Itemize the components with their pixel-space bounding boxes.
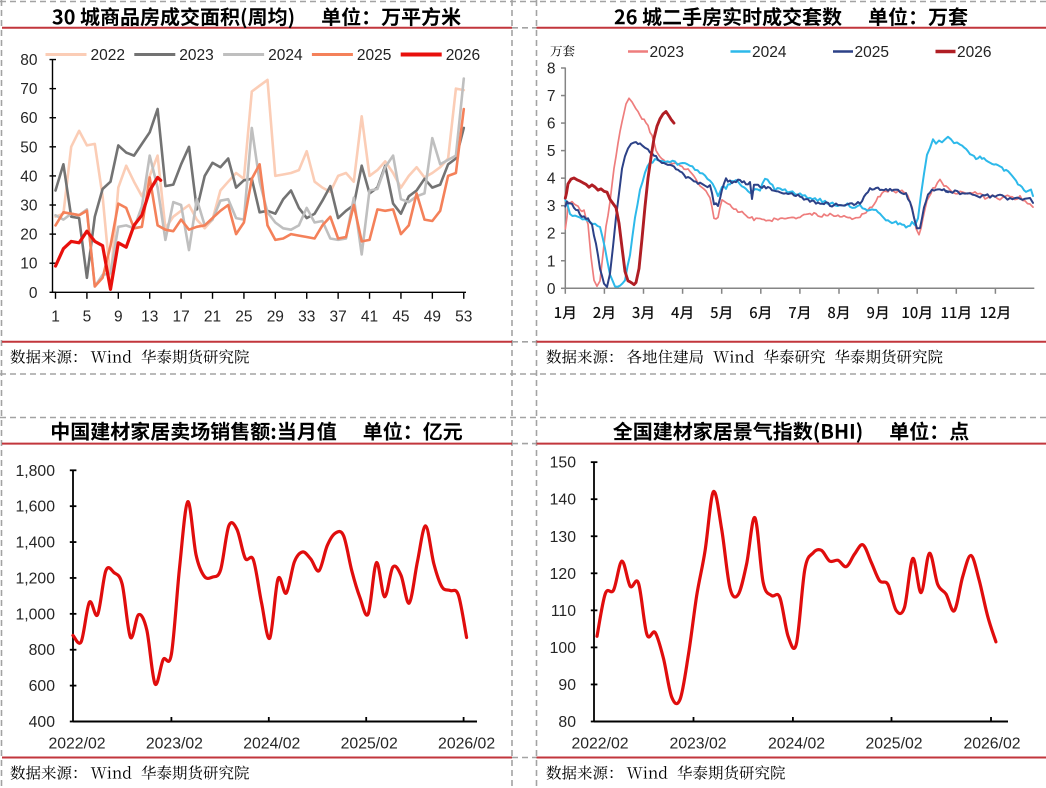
svg-text:4: 4 xyxy=(547,171,556,188)
svg-text:1: 1 xyxy=(51,309,60,326)
svg-text:2023/02: 2023/02 xyxy=(669,736,726,753)
svg-text:21: 21 xyxy=(204,309,221,326)
svg-text:2025: 2025 xyxy=(357,47,391,64)
svg-text:7: 7 xyxy=(547,88,556,105)
svg-text:50: 50 xyxy=(20,139,38,156)
svg-text:400: 400 xyxy=(29,714,56,731)
svg-text:70: 70 xyxy=(20,81,38,98)
svg-text:2: 2 xyxy=(547,226,556,243)
svg-text:2026: 2026 xyxy=(446,47,480,64)
svg-text:53: 53 xyxy=(455,309,472,326)
svg-text:29: 29 xyxy=(267,309,284,326)
svg-text:2024: 2024 xyxy=(268,47,303,64)
svg-text:600: 600 xyxy=(29,678,56,695)
svg-text:2026/02: 2026/02 xyxy=(963,736,1020,753)
svg-text:130: 130 xyxy=(550,529,577,546)
svg-text:5: 5 xyxy=(83,309,92,326)
svg-text:3: 3 xyxy=(547,198,556,215)
svg-text:150: 150 xyxy=(550,455,577,472)
svg-text:25: 25 xyxy=(235,309,252,326)
svg-text:49: 49 xyxy=(424,309,441,326)
svg-text:6: 6 xyxy=(547,116,556,133)
svg-text:800: 800 xyxy=(29,642,56,659)
svg-text:1,600: 1,600 xyxy=(15,499,55,516)
svg-text:100: 100 xyxy=(550,640,577,657)
svg-text:2025/02: 2025/02 xyxy=(341,736,398,753)
svg-text:120: 120 xyxy=(550,566,577,583)
svg-text:5: 5 xyxy=(547,143,556,160)
svg-text:0: 0 xyxy=(29,285,38,302)
svg-text:80: 80 xyxy=(558,714,576,731)
svg-text:2022/02: 2022/02 xyxy=(48,736,105,753)
svg-text:10: 10 xyxy=(20,256,38,273)
svg-text:1,400: 1,400 xyxy=(15,535,55,552)
svg-text:0: 0 xyxy=(547,281,556,298)
svg-text:8: 8 xyxy=(547,61,556,78)
svg-text:45: 45 xyxy=(392,309,409,326)
svg-text:2025/02: 2025/02 xyxy=(865,736,922,753)
svg-text:140: 140 xyxy=(550,492,577,509)
svg-text:90: 90 xyxy=(558,677,576,694)
svg-text:1,800: 1,800 xyxy=(15,463,55,480)
svg-text:2025: 2025 xyxy=(855,44,889,61)
svg-text:1,000: 1,000 xyxy=(15,606,55,623)
svg-text:37: 37 xyxy=(330,309,347,326)
svg-text:2023/02: 2023/02 xyxy=(146,736,203,753)
svg-text:2024: 2024 xyxy=(752,44,787,61)
svg-text:2024/02: 2024/02 xyxy=(243,736,300,753)
svg-text:41: 41 xyxy=(361,309,378,326)
svg-text:17: 17 xyxy=(172,309,189,326)
svg-text:2024/02: 2024/02 xyxy=(768,736,825,753)
svg-text:1,200: 1,200 xyxy=(15,570,55,587)
svg-text:2026: 2026 xyxy=(957,44,991,61)
svg-text:110: 110 xyxy=(551,603,576,620)
svg-text:30: 30 xyxy=(20,198,38,215)
svg-text:33: 33 xyxy=(298,309,315,326)
svg-text:20: 20 xyxy=(20,227,38,244)
svg-text:13: 13 xyxy=(141,309,158,326)
svg-text:40: 40 xyxy=(20,168,38,185)
svg-text:2022/02: 2022/02 xyxy=(571,736,628,753)
svg-text:60: 60 xyxy=(20,110,38,127)
svg-text:80: 80 xyxy=(20,52,38,69)
svg-text:2022: 2022 xyxy=(91,47,125,64)
svg-text:9: 9 xyxy=(114,309,123,326)
svg-text:2026/02: 2026/02 xyxy=(438,736,495,753)
svg-text:2023: 2023 xyxy=(650,44,684,61)
svg-text:1: 1 xyxy=(547,253,556,270)
svg-text:2023: 2023 xyxy=(179,47,213,64)
